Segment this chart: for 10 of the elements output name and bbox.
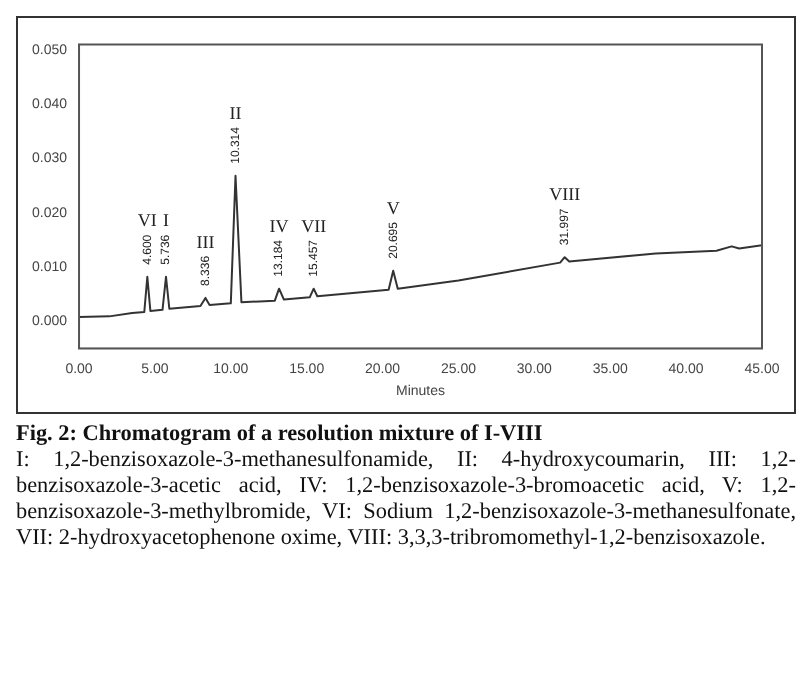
annotation: VII	[301, 215, 327, 236]
annotation: III	[196, 231, 215, 252]
text: Fig. 2: Chromatogram of a resolution mixture of I-VIII	[16, 422, 545, 448]
annotation: I	[163, 210, 169, 231]
annotation: IV	[269, 215, 290, 236]
annotation: V	[386, 197, 401, 218]
text: I: 1,2-benzisoxazole-3-methanesulfonamide, II: 4-hydroxycoumarin, III: 1,2-benzisoxazole-3-acetic acid, IV: 1,2-benzisoxazole-3-bromoacetic acid, V: 1,2-benzisoxazole-3-methylbromide, VI: Sodium 1,2-benzisoxazole-3-methanesulfonate, VII: 2-hydroxyacetophenone oxime, VIII: 3,3,3-tribromomethyl-1,2-benzisoxazole.	[16, 448, 796, 552]
annotation: II	[229, 102, 242, 123]
annotation: VI	[137, 210, 157, 231]
annotation: VIII	[549, 184, 581, 205]
